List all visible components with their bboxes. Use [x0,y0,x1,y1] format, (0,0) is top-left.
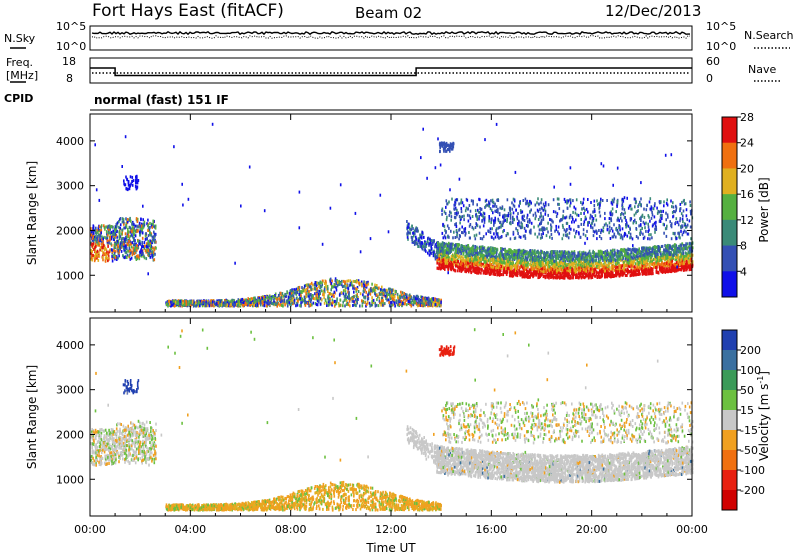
freq-left-tick-bottom: 8 [66,72,73,85]
time-tick-label: 08:00 [275,523,307,536]
colorbar-tick-label: 200 [740,344,761,357]
colorbar-tick-label: 20 [740,162,754,175]
x-axis-label: Time UT [365,541,416,554]
time-tick-label: 04:00 [174,523,206,536]
nave-label: Nave [748,63,776,76]
noise-sky-line [91,30,690,36]
colorbar-tick-label: -200 [740,484,765,497]
range-tick-label: 1000 [56,473,84,486]
noise-panel: N.Sky 10^5 10^0 10^5 10^0 N.Search [4,20,794,53]
range-tick-label: 3000 [56,384,84,397]
colorbar-segment [722,350,737,371]
colorbar-tick-label: -15 [740,424,758,437]
frequency-panel: Freq. [MHz] 18 8 60 0 Nave [6,55,780,85]
colorbar-segment [722,370,737,391]
frequency-line [90,67,692,77]
station-title: Fort Hays East (fitACF) [92,1,284,21]
colorbar-segment [722,168,737,195]
colorbar-segment [722,430,737,451]
velocity-colorbar-label: Velocity [m s-1] [756,371,771,461]
colorbar-segment [722,271,737,298]
velocity-ylabel: Slant Range [km] [25,365,39,469]
range-tick-label: 2000 [56,224,84,237]
time-tick-label: 20:00 [576,523,608,536]
colorbar-segment [722,470,737,491]
colorbar-segment [722,450,737,471]
colorbar-tick-label: 15 [740,404,754,417]
colorbar-segment [722,410,737,431]
freq-left-tick-top: 18 [62,55,76,68]
colorbar-segment [722,219,737,247]
range-tick-label: 4000 [56,339,84,352]
colorbar-segment [722,330,737,351]
colorbar-segment [722,142,737,169]
velocity-panel: 1000 2000 3000 4000 Slant Range [km] 200 100… [25,114,771,554]
colorbar-tick-label: 8 [740,240,747,253]
time-tick-label: 12:00 [375,523,407,536]
time-tick-label: 00:00 [676,523,708,536]
program-name: normal (fast) 151 IF [94,93,229,107]
date-title: 12/Dec/2013 [605,2,701,20]
range-tick-label: 4000 [56,135,84,148]
noise-left-label: N.Sky [4,32,36,45]
colorbar-segment [722,117,737,144]
colorbar-tick-label: 16 [740,188,754,201]
range-tick-label: 2000 [56,428,84,441]
colorbar-tick-label: 24 [740,137,754,150]
noise-right-tick-bottom: 10^0 [706,40,736,53]
colorbar-tick-label: 4 [740,265,747,278]
colorbar-tick-label: -100 [740,464,765,477]
colorbar-segment [722,390,737,411]
power-ylabel: Slant Range [km] [25,161,39,265]
noise-search-line [91,35,691,39]
noise-left-tick-bottom: 10^0 [56,40,86,53]
power-panel: 1000 2000 3000 4000 Slant Range [km] 4 8 12 16… [25,111,771,313]
colorbar-segment [722,490,737,511]
noise-left-tick-top: 10^5 [56,20,86,33]
time-tick-label: 00:00 [74,523,106,536]
time-tick-label: 16:00 [475,523,507,536]
colorbar-tick-label: 12 [740,214,754,227]
range-tick-label: 3000 [56,180,84,193]
noise-right-tick-top: 10^5 [706,20,736,33]
freq-right-tick-top: 60 [706,55,720,68]
colorbar-segment [722,194,737,221]
freq-left-label-2: [MHz] [6,69,38,82]
cpid-label: CPID [4,92,33,105]
noise-right-label: N.Search [744,29,794,42]
colorbar-tick-label: -50 [740,444,758,457]
freq-left-label-1: Freq. [6,56,33,69]
beam-title: Beam 02 [355,4,422,22]
colorbar-segment [722,245,737,272]
colorbar-tick-label: 28 [740,111,754,124]
range-tick-label: 1000 [56,269,84,282]
power-colorbar-label: Power [dB] [757,177,771,242]
colorbar-tick-label: 100 [740,364,761,377]
freq-right-tick-bottom: 0 [706,72,713,85]
colorbar-tick-label: 50 [740,384,754,397]
